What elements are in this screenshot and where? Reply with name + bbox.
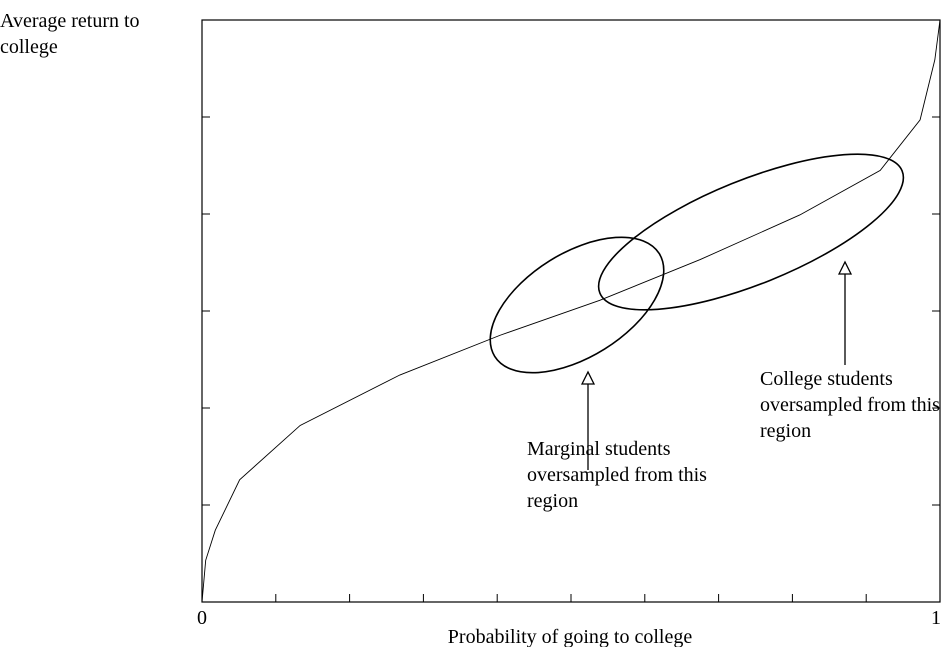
- ellipses: [489, 153, 905, 374]
- plot-frame: [201, 19, 941, 603]
- curve: [201, 19, 941, 603]
- arrow-head: [837, 260, 853, 275]
- x-tick-label: 0: [197, 607, 207, 629]
- arrows: [580, 260, 853, 470]
- y-axis-label: Average return to college: [0, 10, 140, 58]
- x-tick-label: 1: [931, 607, 941, 629]
- x-axis-label: Probability of going to college: [448, 626, 693, 647]
- arrow-head: [580, 370, 596, 385]
- college-region: [597, 153, 905, 311]
- annotation: College students oversampled from this r…: [760, 368, 940, 442]
- marginal-region: [489, 236, 665, 374]
- annotation: Marginal students oversampled from this …: [527, 438, 707, 512]
